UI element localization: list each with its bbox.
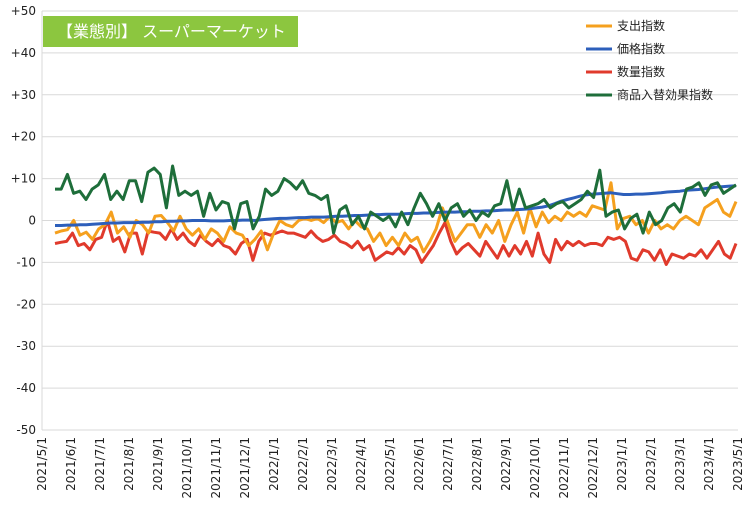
series-line: [54, 219, 738, 266]
x-tick-label: 2021/11/1: [209, 437, 223, 499]
x-axis-tick-labels: 2021/5/1 2021/6/1 2021/7/1 2021/8/1 2021/9/1…: [35, 437, 742, 499]
x-tick-label: 2022/8/1: [470, 437, 484, 491]
y-tick-label: +20: [11, 130, 36, 144]
y-tick-label: +40: [11, 46, 36, 60]
title-badge-background: [43, 16, 298, 47]
x-tick-label: 2021/5/1: [35, 437, 49, 491]
y-axis-tick-labels: +50 +40 +30 +20 +10 0 -10 -20 -30 -40 -50: [11, 4, 36, 437]
x-tick-label: 2021/7/1: [93, 437, 107, 491]
x-tick-label: 2022/1/1: [267, 437, 281, 491]
x-tick-label: 2021/8/1: [122, 437, 136, 491]
x-tick-label: 2023/3/1: [673, 437, 687, 491]
y-tick-label: +10: [11, 172, 36, 186]
legend-label: 支出指数: [617, 18, 665, 33]
x-tick-label: 2022/6/1: [412, 437, 426, 491]
x-tick-label: 2022/10/1: [528, 437, 542, 499]
x-tick-label: 2023/5/1: [731, 437, 742, 491]
x-tick-label: 2023/1/1: [615, 437, 629, 491]
series-lines: [54, 164, 738, 266]
x-tick-label: 2021/6/1: [64, 437, 78, 491]
x-tick-label: 2022/9/1: [499, 437, 513, 491]
x-tick-label: 2022/12/1: [586, 437, 600, 499]
legend-label: 価格指数: [617, 41, 665, 56]
legend-label: 数量指数: [617, 64, 665, 79]
legend-label: 商品入替効果指数: [617, 87, 713, 102]
y-tick-label: -20: [16, 297, 36, 311]
title-badge: 【業態別】 スーパーマーケット: [43, 16, 298, 47]
y-tick-label: -30: [16, 339, 36, 353]
series-line: [55, 184, 737, 227]
x-tick-label: 2022/5/1: [383, 437, 397, 491]
y-tick-label: -50: [16, 423, 36, 437]
x-tick-label: 2022/4/1: [354, 437, 368, 491]
x-tick-label: 2021/10/1: [180, 437, 194, 499]
x-tick-label: 2022/11/1: [557, 437, 571, 499]
x-tick-label: 2021/12/1: [238, 437, 252, 499]
chart-title: 【業態別】 スーパーマーケット: [57, 22, 286, 41]
y-tick-label: +50: [11, 4, 36, 18]
x-tick-label: 2023/2/1: [644, 437, 658, 491]
y-tick-label: 0: [28, 214, 36, 228]
x-tick-label: 2022/3/1: [325, 437, 339, 491]
x-tick-label: 2022/2/1: [296, 437, 310, 491]
y-tick-label: -10: [16, 255, 36, 269]
series-line: [55, 164, 737, 235]
x-tick-label: 2023/4/1: [702, 437, 716, 491]
x-tick-label: 2022/7/1: [441, 437, 455, 491]
x-tick-label: 2021/9/1: [151, 437, 165, 491]
y-tick-label: +30: [11, 88, 36, 102]
y-tick-label: -40: [16, 381, 36, 395]
